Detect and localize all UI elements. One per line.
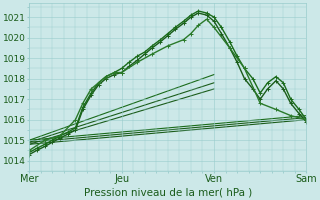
- X-axis label: Pression niveau de la mer( hPa ): Pression niveau de la mer( hPa ): [84, 187, 252, 197]
